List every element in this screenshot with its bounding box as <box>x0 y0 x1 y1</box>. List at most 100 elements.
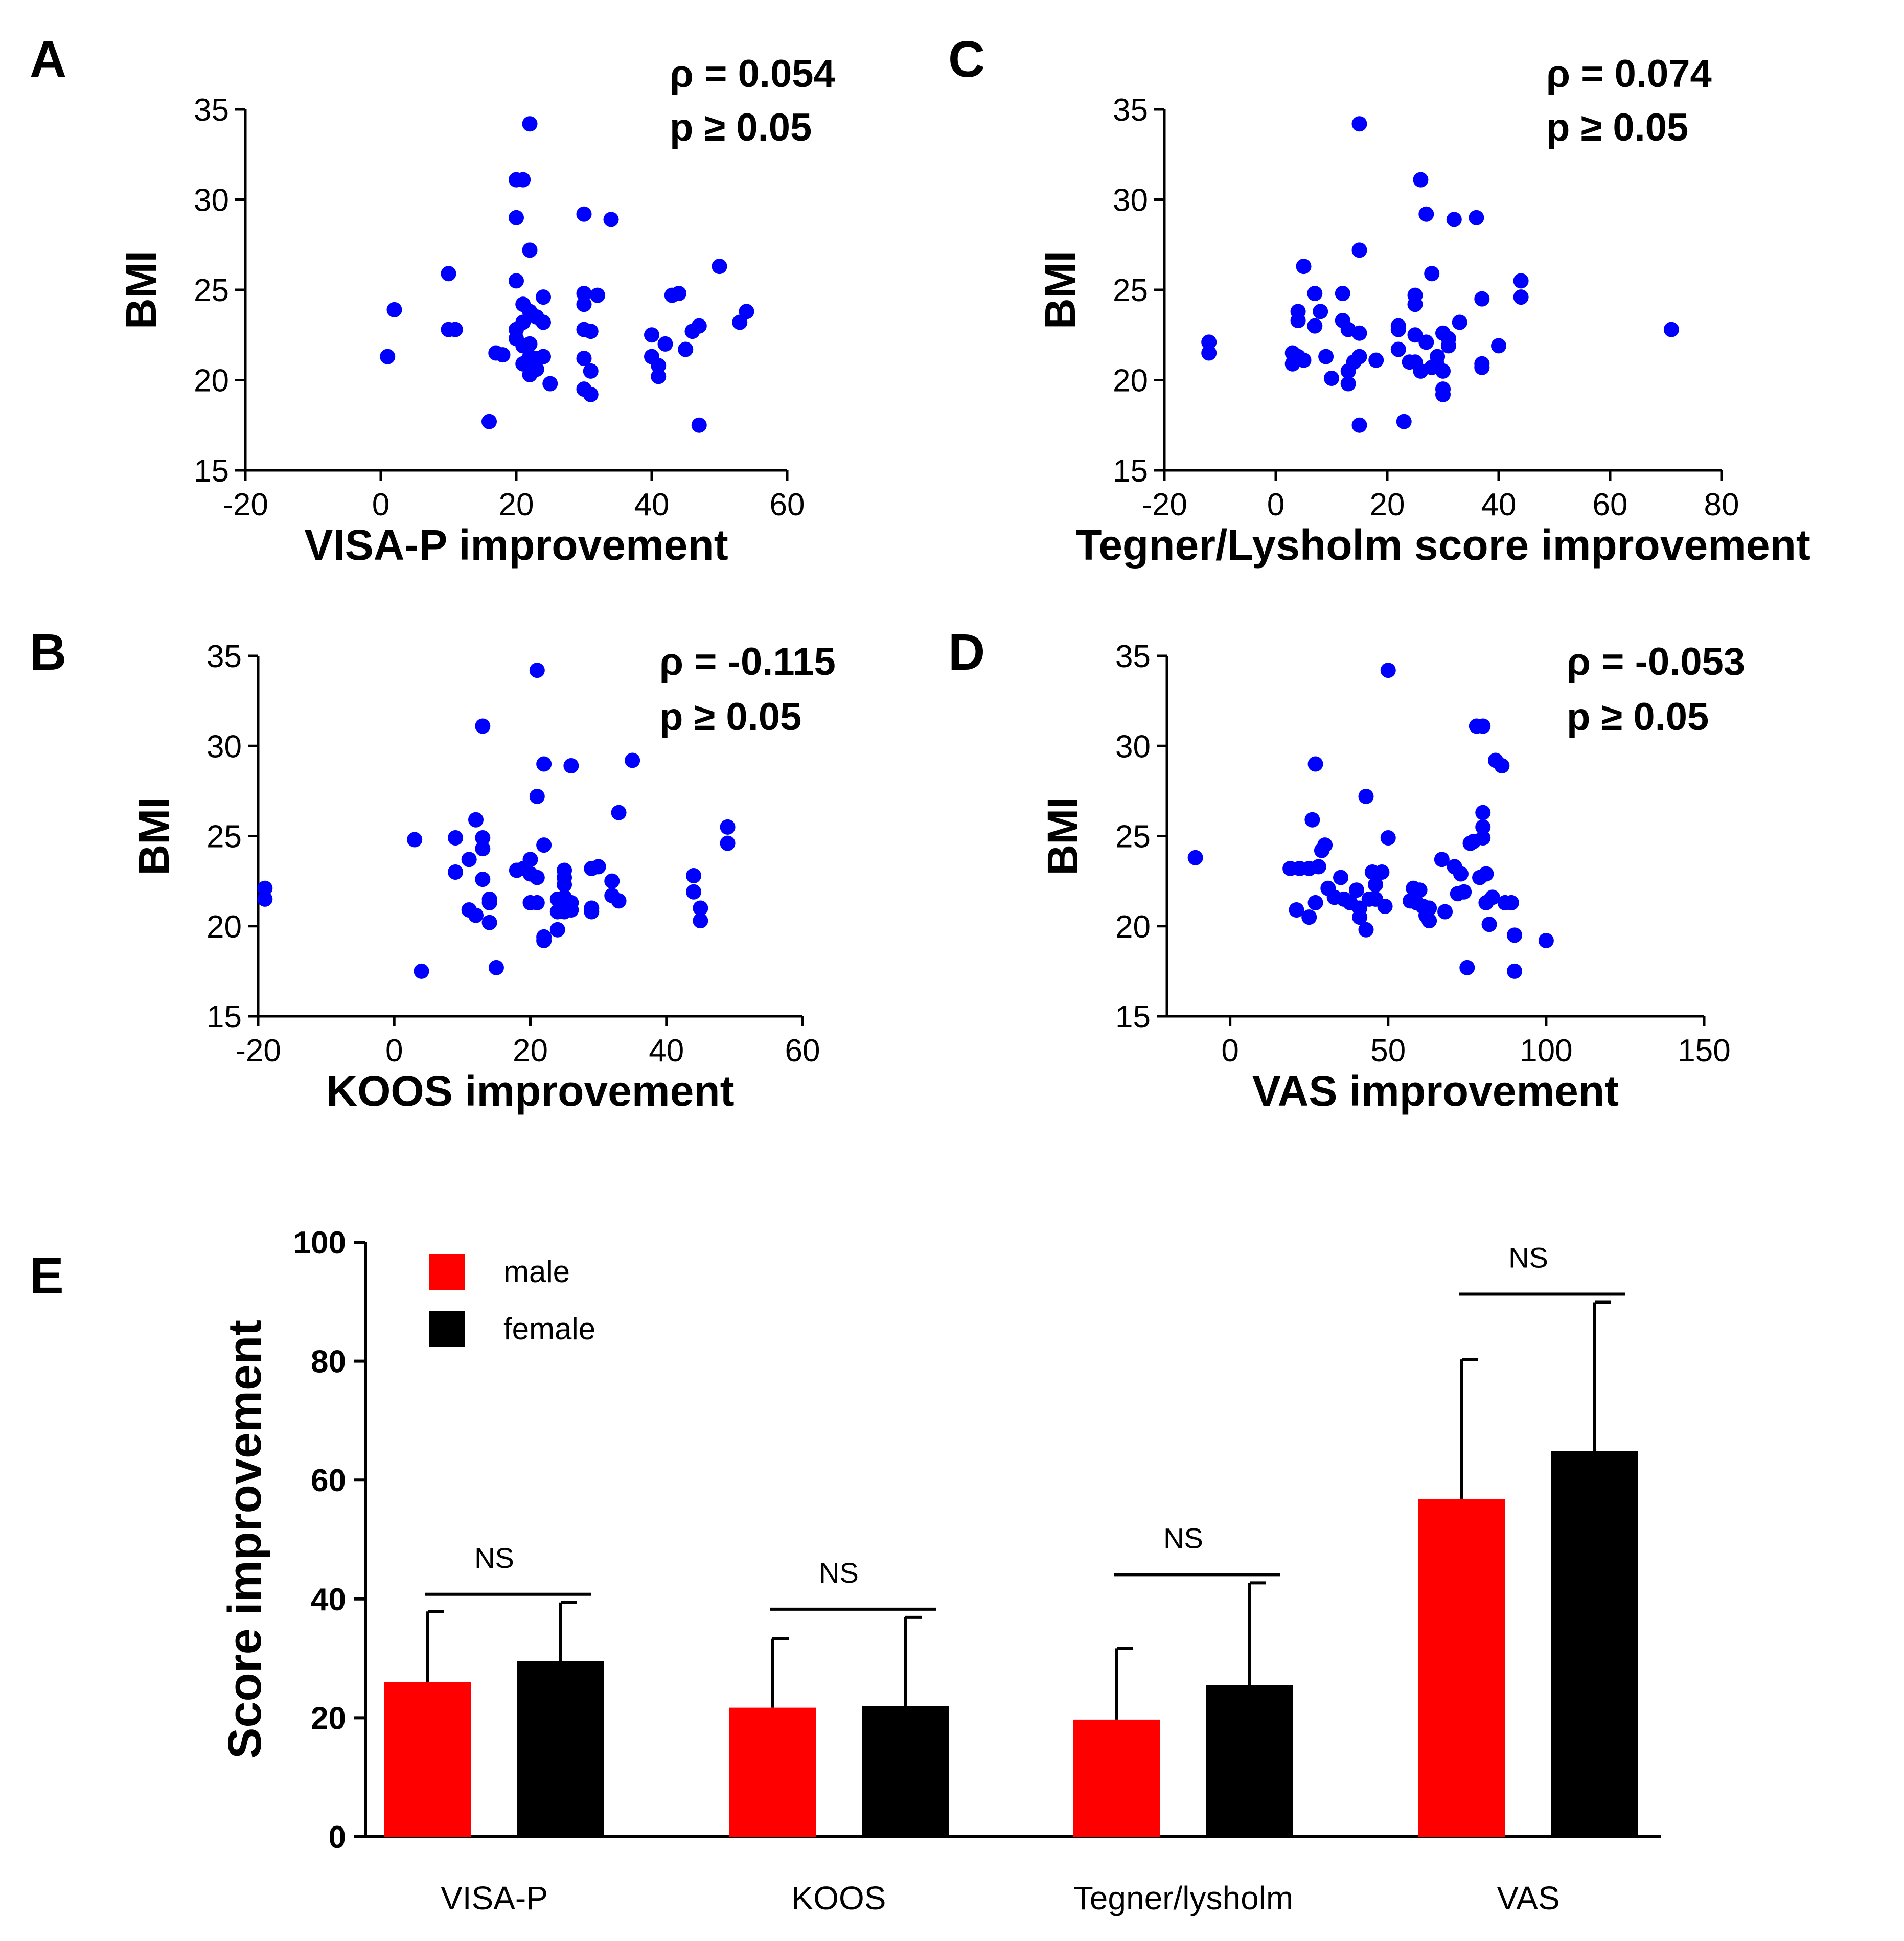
data-point <box>1475 830 1491 846</box>
data-point <box>1296 259 1312 275</box>
data-point <box>529 870 545 885</box>
data-point <box>441 266 456 282</box>
rho-value: ρ = -0.115 <box>659 640 836 683</box>
data-point <box>475 718 491 734</box>
data-point <box>468 907 484 923</box>
data-point <box>1494 758 1510 774</box>
x-tick-label: 0 <box>1221 1033 1238 1068</box>
data-point <box>563 902 579 918</box>
data-point <box>522 242 538 258</box>
y-tick-label: 35 <box>1115 639 1151 674</box>
bar-panel-e: E 0 20 40 60 80 100 Score improvement NS VISA-P NS… <box>30 1225 1661 1916</box>
scatter-panel-b: B -20 0 20 40 60 15 20 25 30 35 KOOS improvement BMI… <box>30 624 836 1115</box>
data-point <box>1513 273 1529 289</box>
rho-value: ρ = 0.054 <box>670 52 835 96</box>
data-point <box>693 900 708 916</box>
y-tick-label: 35 <box>194 93 229 128</box>
data-point <box>1289 902 1304 918</box>
x-tick-label: 20 <box>513 1033 548 1068</box>
data-point <box>671 286 686 302</box>
data-point <box>1407 296 1423 312</box>
data-point <box>1453 866 1469 882</box>
y-tick-label: 20 <box>194 363 229 399</box>
significance-label: NS <box>819 1557 859 1589</box>
data-point <box>1456 884 1472 900</box>
bar-male <box>1418 1499 1505 1837</box>
data-point <box>657 336 673 352</box>
rho-value: ρ = -0.053 <box>1567 640 1745 683</box>
x-tick-label: 80 <box>1704 487 1739 522</box>
data-point <box>509 210 524 225</box>
data-point <box>1434 852 1450 867</box>
y-tick-label: 20 <box>1115 909 1151 945</box>
data-point <box>1380 830 1396 846</box>
data-point <box>1481 917 1497 932</box>
data-point <box>447 322 463 337</box>
x-tick-label: 20 <box>1370 487 1405 522</box>
bar-male <box>729 1707 816 1837</box>
y-tick-label: 30 <box>1115 729 1151 764</box>
data-point <box>1475 819 1491 835</box>
data-point <box>1335 286 1350 302</box>
y-tick-label: 25 <box>207 819 242 855</box>
x-tick-label: 60 <box>770 487 805 522</box>
data-point <box>536 932 552 948</box>
data-point <box>557 877 572 893</box>
data-point <box>1296 352 1312 368</box>
data-point <box>488 960 504 975</box>
x-axis-title: VISA-P improvement <box>304 521 728 569</box>
data-point <box>590 859 606 875</box>
x-tick-label: 0 <box>1267 487 1284 522</box>
data-point <box>1304 812 1320 828</box>
panel-letter: B <box>30 624 66 681</box>
data-point <box>481 414 497 429</box>
x-axis-title: KOOS improvement <box>326 1067 734 1115</box>
data-point <box>1459 960 1475 975</box>
y-tick-label: 15 <box>1113 453 1148 489</box>
data-point <box>1324 370 1339 386</box>
data-point <box>1307 318 1323 334</box>
data-point <box>1358 922 1374 938</box>
data-point <box>1424 266 1440 282</box>
data-point <box>576 351 592 367</box>
data-point <box>1507 927 1523 943</box>
data-point <box>1340 376 1356 392</box>
data-point <box>611 893 627 909</box>
legend-swatch-male <box>429 1254 465 1290</box>
data-point <box>691 417 707 433</box>
data-point <box>529 788 545 804</box>
data-point <box>576 296 592 312</box>
data-point <box>576 206 592 222</box>
data-point <box>678 341 694 357</box>
data-point <box>583 363 599 379</box>
x-tick-label: -20 <box>235 1033 281 1068</box>
x-tick-label: -20 <box>1141 487 1187 522</box>
legend-label-female: female <box>503 1312 595 1346</box>
data-point <box>583 386 599 402</box>
data-point <box>1413 172 1429 188</box>
x-tick-label: 100 <box>1520 1033 1572 1068</box>
bar-female <box>1551 1451 1638 1837</box>
x-axis-title: Tegner/Lysholm score improvement <box>1075 521 1810 569</box>
data-point <box>407 832 423 848</box>
data-point <box>536 314 551 330</box>
x-tick-label: 40 <box>1481 487 1517 522</box>
y-tick-label: 0 <box>329 1820 346 1855</box>
y-tick-label: 30 <box>207 729 242 764</box>
y-axis-title: BMI <box>1036 250 1084 329</box>
data-point <box>651 358 667 374</box>
data-point <box>1307 756 1323 772</box>
category-label: Tegner/lysholm <box>1073 1880 1293 1916</box>
panel-letter: E <box>30 1247 64 1305</box>
bar-female <box>862 1706 949 1837</box>
x-tick-label: 0 <box>385 1033 403 1068</box>
data-point <box>495 347 511 363</box>
data-point <box>1469 210 1484 225</box>
panel-letter: A <box>30 31 66 88</box>
bar-male <box>1073 1719 1160 1837</box>
y-tick-label: 35 <box>207 639 242 674</box>
significance-label: NS <box>1508 1241 1548 1273</box>
data-point <box>686 884 701 900</box>
y-tick-label: 30 <box>1113 183 1148 218</box>
